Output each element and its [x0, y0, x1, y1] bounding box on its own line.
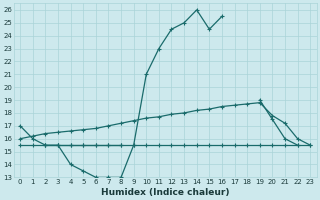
X-axis label: Humidex (Indice chaleur): Humidex (Indice chaleur)	[101, 188, 229, 197]
